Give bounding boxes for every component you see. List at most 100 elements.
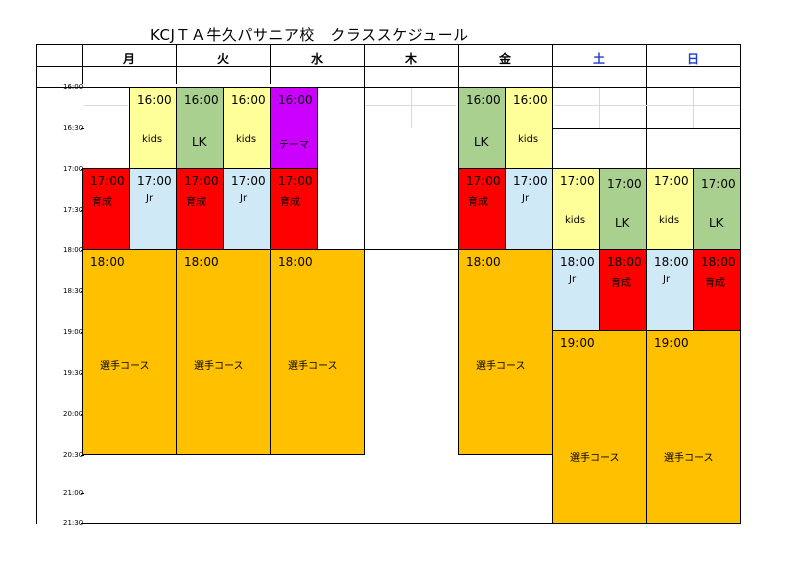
gridline — [84, 105, 128, 106]
class-block-lk[interactable]: 16:00 LK — [176, 87, 224, 169]
class-time: 18:00 — [701, 255, 736, 269]
class-block-jr[interactable]: 17:00 Jr — [505, 168, 553, 250]
class-block-lk[interactable]: 17:00 LK — [599, 168, 647, 250]
class-time: 18:00 — [560, 255, 595, 269]
day-header-tue: 火 — [216, 52, 229, 66]
class-label: kids — [659, 215, 680, 226]
column-divider — [364, 44, 365, 249]
time-label: 16:00 — [63, 83, 84, 91]
class-label: 選手コース — [194, 361, 244, 372]
class-time: 16:00 — [184, 93, 219, 107]
class-block-course[interactable]: 19:00 選手コース — [646, 330, 741, 524]
class-block-theme[interactable]: 16:00 テーマ — [270, 87, 318, 169]
gridline — [554, 105, 740, 106]
class-label: LK — [474, 135, 489, 149]
class-label: 育成 — [186, 197, 206, 208]
class-block-ikusei[interactable]: 18:00 育成 — [599, 249, 647, 331]
header-divider — [36, 66, 741, 67]
class-block-course[interactable]: 18:00 選手コース — [270, 249, 365, 455]
class-block-jr[interactable]: 17:00 Jr — [223, 168, 271, 250]
column-divider — [552, 44, 553, 88]
time-label: 19:00 — [63, 328, 84, 336]
column-divider — [458, 44, 459, 88]
time-label: 17:30 — [63, 206, 84, 214]
class-label: 選手コース — [100, 361, 150, 372]
class-label: 選手コース — [570, 453, 620, 464]
class-block-course[interactable]: 19:00 選手コース — [552, 330, 647, 524]
class-label: kids — [142, 134, 163, 145]
class-time: 17:00 — [513, 174, 548, 188]
class-time: 16:00 — [231, 93, 266, 107]
class-label: Jr — [663, 274, 671, 285]
class-time: 18:00 — [466, 255, 501, 269]
class-time: 16:00 — [137, 93, 172, 107]
class-block-kids[interactable]: 16:00 kids — [505, 87, 553, 169]
day-header-wed: 水 — [310, 52, 323, 66]
class-label: kids — [565, 215, 586, 226]
time-label: 20:00 — [63, 410, 84, 418]
gridline — [693, 88, 694, 128]
time-label: 20:30 — [63, 451, 84, 459]
column-divider — [270, 44, 271, 84]
class-label: 育成 — [280, 197, 300, 208]
pre-start-divider — [36, 87, 741, 88]
class-time: 17:00 — [654, 174, 689, 188]
class-time: 16:00 — [278, 93, 313, 107]
time-label: 17:00 — [63, 165, 84, 173]
day-header-mon: 月 — [122, 52, 135, 66]
class-block-ikusei[interactable]: 18:00 育成 — [693, 249, 741, 331]
class-label: kids — [518, 134, 539, 145]
class-label: 選手コース — [664, 453, 714, 464]
page-title: KCJＴＡ牛久パサニア校 クラススケジュール — [150, 26, 469, 44]
time-label: 19:30 — [63, 369, 84, 377]
class-block-ikusei[interactable]: 17:00 育成 — [270, 168, 318, 250]
class-block-course[interactable]: 18:00 選手コース — [176, 249, 271, 455]
class-label: 育成 — [468, 197, 488, 208]
class-time: 17:00 — [701, 177, 736, 191]
class-block-lk[interactable]: 17:00 LK — [693, 168, 741, 250]
class-block-kids[interactable]: 16:00 kids — [223, 87, 271, 169]
class-time: 17:00 — [278, 174, 313, 188]
time-label: 16:30 — [63, 124, 84, 132]
class-label: Jr — [569, 274, 577, 285]
class-label: 育成 — [92, 197, 112, 208]
class-block-kids[interactable]: 17:00 kids — [646, 168, 694, 250]
class-label: Jr — [522, 193, 530, 204]
class-block-ikusei[interactable]: 17:00 育成 — [82, 168, 130, 250]
class-block-jr[interactable]: 18:00 Jr — [552, 249, 600, 331]
class-time: 19:00 — [560, 336, 595, 350]
class-block-course[interactable]: 18:00 選手コース — [458, 249, 553, 455]
class-block-lk[interactable]: 16:00 LK — [458, 87, 506, 169]
class-block-kids[interactable]: 16:00 kids — [129, 87, 177, 169]
class-block-ikusei[interactable]: 17:00 育成 — [176, 168, 224, 250]
day-header-sat: 土 — [592, 52, 605, 66]
class-label: LK — [709, 216, 724, 230]
class-time: 17:00 — [90, 174, 125, 188]
class-time: 17:00 — [560, 174, 595, 188]
time-label: 21:30 — [63, 519, 84, 527]
column-divider — [82, 44, 83, 84]
class-label: テーマ — [279, 140, 309, 151]
day-header-sun: 日 — [686, 52, 699, 66]
class-time: 17:00 — [137, 174, 172, 188]
class-label: 選手コース — [476, 361, 526, 372]
time-label: 21:00 — [63, 489, 84, 497]
row-divider — [552, 128, 741, 129]
column-divider — [646, 44, 647, 169]
class-block-jr[interactable]: 18:00 Jr — [646, 249, 694, 331]
class-time: 17:00 — [231, 174, 266, 188]
class-time: 18:00 — [607, 255, 642, 269]
class-time: 17:00 — [466, 174, 501, 188]
class-label: LK — [615, 216, 630, 230]
day-header-thu: 木 — [404, 52, 417, 66]
time-label: 18:00 — [63, 246, 84, 254]
class-block-course[interactable]: 18:00 選手コース — [82, 249, 177, 455]
class-time: 18:00 — [654, 255, 689, 269]
class-block-jr[interactable]: 17:00 Jr — [129, 168, 177, 250]
class-label: Jr — [240, 193, 248, 204]
gridline — [599, 88, 600, 128]
class-block-kids[interactable]: 17:00 kids — [552, 168, 600, 250]
class-time: 16:00 — [466, 93, 501, 107]
class-label: 育成 — [705, 278, 725, 289]
class-block-ikusei[interactable]: 17:00 育成 — [458, 168, 506, 250]
